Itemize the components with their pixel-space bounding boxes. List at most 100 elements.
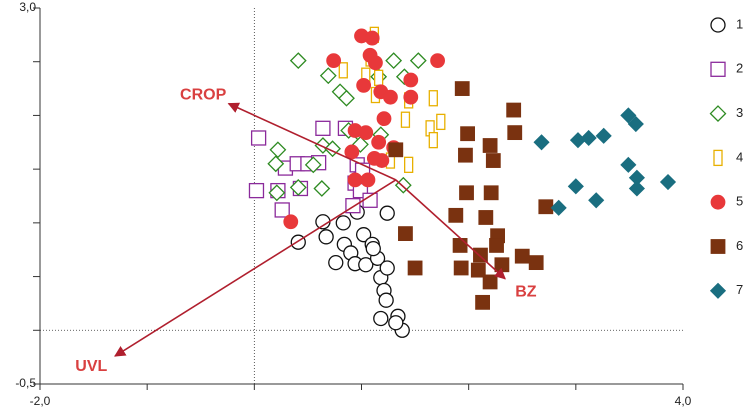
point: [315, 120, 331, 136]
legend-label: 4: [736, 149, 743, 164]
point: [475, 294, 490, 310]
y-tick-label: 3,0: [19, 0, 36, 14]
point: [366, 150, 382, 166]
point: [483, 185, 499, 201]
point: [356, 77, 372, 93]
legend-label: 1: [736, 16, 743, 31]
point: [454, 81, 470, 96]
point: [478, 210, 494, 225]
point: [430, 53, 445, 69]
point: [436, 113, 446, 131]
point: [283, 214, 299, 230]
legend-marker: [710, 194, 726, 210]
point: [274, 202, 290, 218]
point: [364, 30, 380, 46]
point: [620, 156, 637, 173]
point: [404, 156, 414, 173]
point: [338, 89, 355, 107]
point: [358, 257, 374, 273]
point: [482, 138, 498, 153]
point: [400, 111, 411, 128]
legend-label: 2: [736, 61, 743, 76]
point: [595, 127, 612, 144]
point: [398, 226, 413, 242]
point: [319, 67, 337, 85]
point: [428, 90, 438, 107]
point: [304, 156, 322, 174]
legend-marker: [709, 282, 727, 299]
legend-marker: [710, 239, 726, 254]
point: [470, 262, 486, 278]
point: [588, 192, 605, 209]
point: [448, 207, 464, 223]
x-tick-label: -2,0: [30, 394, 51, 408]
vector-arrow: [395, 179, 506, 280]
point: [459, 185, 474, 201]
point: [485, 153, 501, 168]
legend-marker: [709, 105, 727, 123]
point: [248, 182, 265, 199]
point: [659, 173, 677, 191]
point: [514, 248, 530, 264]
point: [460, 126, 475, 142]
point: [567, 178, 584, 195]
point: [326, 53, 342, 69]
point: [314, 137, 332, 154]
point: [506, 102, 522, 118]
point: [458, 147, 473, 163]
point: [360, 172, 376, 188]
point: [371, 134, 387, 150]
legend-label: 7: [736, 282, 743, 297]
point: [528, 255, 544, 271]
point: [550, 199, 567, 216]
point: [338, 62, 348, 79]
point: [269, 141, 287, 159]
point: [373, 69, 384, 86]
point: [482, 274, 498, 290]
vector-arrow: [227, 102, 397, 181]
point: [378, 292, 394, 308]
point: [355, 227, 372, 243]
point: [453, 260, 469, 276]
legend-marker: [713, 149, 723, 167]
legend-label: 3: [736, 105, 743, 120]
point: [379, 205, 395, 221]
point: [403, 89, 419, 105]
y-tick-label: -0,5: [15, 376, 36, 390]
x-tick-label: 4,0: [675, 394, 692, 408]
vector-arrow: [114, 179, 397, 357]
point: [409, 52, 427, 70]
point: [388, 142, 404, 158]
point: [289, 52, 307, 70]
legend-label: 5: [736, 194, 743, 209]
point: [328, 254, 344, 271]
vector-label: CROP: [180, 87, 227, 104]
point: [407, 260, 423, 276]
point: [627, 115, 644, 133]
point: [344, 144, 360, 160]
point: [368, 55, 383, 71]
point: [385, 52, 403, 70]
point: [376, 111, 392, 127]
legend-marker: [710, 61, 726, 77]
point: [250, 130, 267, 146]
point: [352, 136, 369, 153]
point: [507, 125, 523, 141]
point: [318, 229, 334, 245]
point: [379, 260, 395, 276]
point: [313, 180, 331, 197]
point: [628, 180, 645, 197]
point: [267, 155, 285, 173]
point: [388, 315, 404, 331]
point: [428, 131, 438, 149]
vector-label: BZ: [515, 283, 537, 300]
point: [289, 178, 307, 196]
legend-marker: [710, 17, 726, 33]
point: [268, 184, 286, 202]
point: [452, 238, 468, 253]
point: [373, 310, 389, 327]
point: [365, 240, 381, 257]
point: [620, 107, 637, 124]
